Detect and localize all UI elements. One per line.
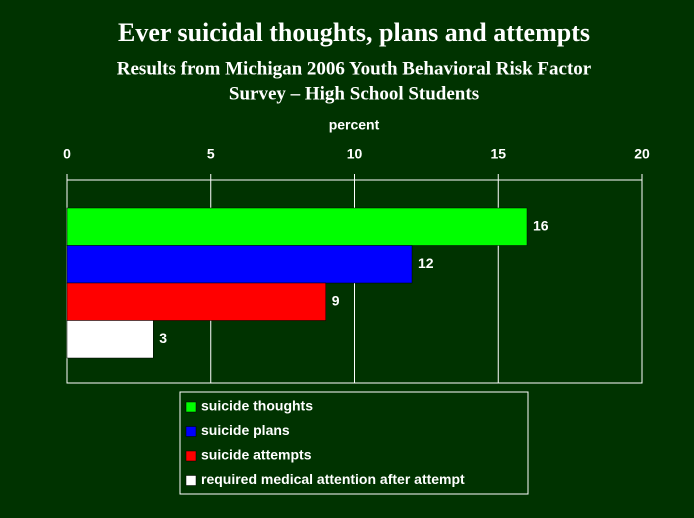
legend-swatch: [185, 426, 197, 437]
bar: [66, 207, 528, 246]
legend-label: suicide plans: [201, 422, 290, 438]
legend-swatch: [185, 475, 197, 486]
data-label: 16: [533, 217, 549, 233]
x-tick-label: 10: [347, 146, 363, 162]
bar: [66, 245, 413, 284]
chart-title: Ever suicidal thoughts, plans and attemp…: [118, 18, 590, 47]
data-label: 3: [159, 330, 167, 346]
bar: [66, 282, 326, 321]
x-tick-label: 20: [634, 146, 650, 162]
legend-label: required medical attention after attempt: [201, 471, 465, 487]
legend-box: [179, 391, 529, 495]
bar: [66, 320, 154, 359]
x-tick-label: 5: [207, 146, 215, 162]
axis-label: percent: [329, 117, 380, 133]
chart-subtitle: Results from Michigan 2006 Youth Behavio…: [117, 58, 592, 79]
x-tick-label: 0: [63, 146, 71, 162]
legend-label: suicide thoughts: [201, 398, 313, 414]
data-label: 9: [332, 292, 340, 308]
legend-swatch: [185, 401, 197, 413]
chart-subtitle: Survey – High School Students: [229, 83, 479, 104]
data-label: 12: [418, 255, 434, 271]
legend-label: suicide attempts: [201, 447, 312, 463]
x-tick-label: 15: [490, 146, 506, 162]
legend-swatch: [185, 450, 197, 462]
